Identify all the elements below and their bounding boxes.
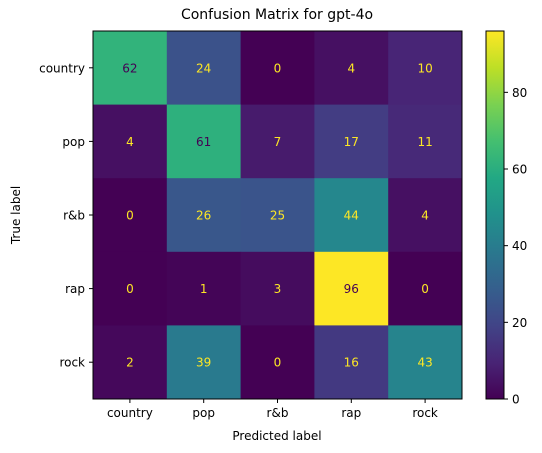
chart-title: Confusion Matrix for gpt-4o — [181, 7, 373, 23]
cell-value-label: 16 — [344, 356, 359, 370]
cell-value-label: 4 — [421, 209, 429, 223]
x-axis-label: Predicted label — [232, 429, 321, 443]
heatmap-cell — [240, 104, 315, 179]
heatmap-cell — [314, 104, 389, 179]
cell-value-label: 7 — [274, 135, 282, 149]
x-axis: country pop r&b rap rock — [107, 399, 438, 420]
cell-value-label: 24 — [196, 61, 211, 75]
colorbar-tick-label: 80 — [512, 86, 527, 100]
heatmap-cell — [314, 325, 389, 400]
cell-value-label: 0 — [421, 282, 429, 296]
cell-value-label: 0 — [126, 282, 134, 296]
y-tick-label: pop — [62, 135, 85, 149]
y-tick-label: rap — [65, 282, 85, 296]
cell-value-label: 61 — [196, 135, 211, 149]
y-tick-label: rock — [59, 356, 85, 370]
heatmap-cell — [314, 31, 389, 106]
heatmap-cell — [240, 31, 315, 106]
heatmap-cell — [166, 178, 242, 253]
heatmap-cell — [388, 325, 463, 400]
colorbar-tick-label: 0 — [512, 393, 520, 407]
heatmap-cell-labels: 62 24 0 4 104 61 7 17 110 26 25 44 40 1 3 96 02 39 0 16 43 — [122, 61, 432, 369]
colorbar-tick-label: 40 — [512, 239, 527, 253]
cell-value-label: 26 — [196, 209, 211, 223]
y-tick-label: r&b — [63, 209, 85, 223]
heatmap-cell — [314, 251, 389, 326]
heatmap-cell — [388, 178, 463, 253]
heatmap-cell — [166, 31, 242, 106]
cell-value-label: 0 — [126, 209, 134, 223]
cell-value-label: 39 — [196, 356, 211, 370]
x-tick-label: pop — [192, 406, 215, 420]
y-axis: country pop r&b rap rock — [39, 61, 93, 370]
cell-value-label: 11 — [417, 135, 432, 149]
heatmap-cell — [93, 325, 168, 400]
heatmap-cell — [166, 251, 242, 326]
y-axis-label: True label — [9, 186, 23, 245]
cell-value-label: 4 — [347, 61, 355, 75]
y-tick-label: country — [39, 61, 85, 75]
cell-value-label: 4 — [126, 135, 134, 149]
heatmap-cell — [93, 251, 168, 326]
heatmap-cell — [166, 104, 242, 179]
cell-value-label: 2 — [126, 356, 134, 370]
x-tick-label: rock — [412, 406, 438, 420]
cell-value-label: 3 — [274, 282, 282, 296]
heatmap-cell — [240, 251, 315, 326]
colorbar-tick-label: 60 — [512, 163, 527, 177]
heatmap-cell — [93, 31, 168, 106]
heatmap-cell — [388, 251, 463, 326]
cell-value-label: 96 — [344, 282, 359, 296]
heatmap-cell — [93, 104, 168, 179]
colorbar-ticks: 0 20 40 60 80 — [504, 86, 527, 407]
heatmap-cell — [240, 178, 315, 253]
x-tick-label: rap — [341, 406, 361, 420]
cell-value-label: 0 — [274, 61, 282, 75]
cell-value-label: 17 — [344, 135, 359, 149]
heatmap-cell — [93, 178, 168, 253]
x-tick-label: r&b — [267, 406, 289, 420]
cell-value-label: 43 — [417, 356, 432, 370]
heatmap-cell — [388, 104, 463, 179]
colorbar: 0 20 40 60 80 — [485, 30, 527, 407]
colorbar-gradient — [486, 31, 504, 399]
colorbar-frame — [485, 30, 505, 400]
cell-value-label: 10 — [417, 61, 432, 75]
cell-value-label: 25 — [270, 209, 285, 223]
heatmap-cell — [314, 178, 389, 253]
x-tick-label: country — [107, 406, 153, 420]
cell-value-label: 62 — [122, 61, 137, 75]
heatmap-cell — [388, 31, 463, 106]
heatmap-cell — [240, 325, 315, 400]
cell-value-label: 44 — [344, 209, 359, 223]
cell-value-label: 1 — [200, 282, 208, 296]
heatmap-cells — [93, 31, 463, 400]
colorbar-tick-label: 20 — [512, 316, 527, 330]
heatmap-cell — [166, 325, 242, 400]
cell-value-label: 0 — [274, 356, 282, 370]
